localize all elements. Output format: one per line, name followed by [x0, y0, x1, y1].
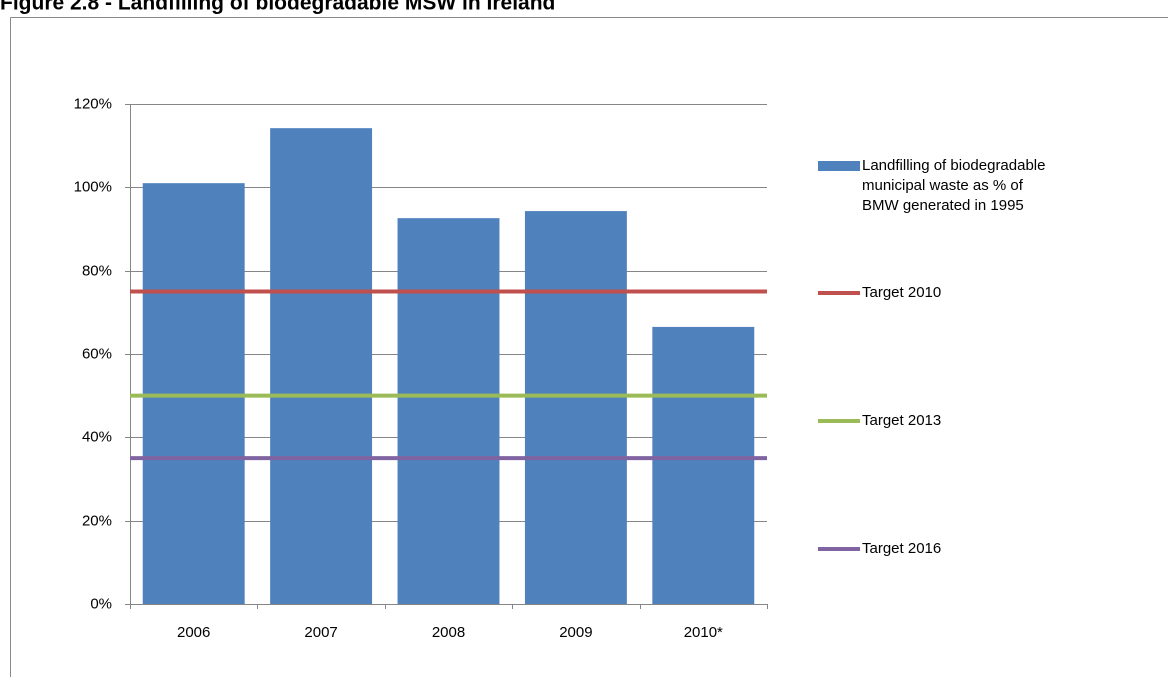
bar — [142, 183, 245, 604]
x-tick-label: 2008 — [432, 624, 465, 641]
x-tick-label: 2006 — [177, 624, 210, 641]
bar — [524, 211, 627, 605]
y-tick-label: 0% — [90, 595, 112, 612]
legend-label: Landfilling of biodegradable municipal w… — [862, 157, 1046, 214]
bar — [270, 128, 373, 604]
legend-label: Target 2010 — [862, 284, 942, 301]
bar — [652, 326, 755, 604]
y-tick-label: 120% — [74, 95, 112, 112]
y-tick-label: 40% — [82, 428, 112, 445]
x-tick-label: 2007 — [304, 624, 337, 641]
y-tick-label: 60% — [82, 345, 112, 362]
x-tick-label: 2009 — [559, 624, 592, 641]
y-tick-label: 20% — [82, 512, 112, 529]
y-tick-label: 100% — [74, 178, 112, 195]
y-tick-label: 80% — [82, 262, 112, 279]
legend-label: Target 2013 — [862, 412, 942, 429]
legend-label: Target 2016 — [862, 540, 942, 557]
bar — [397, 218, 500, 604]
legend-swatch — [818, 161, 860, 171]
chart-title: Figure 2.8 - Landfilling of biodegradabl… — [0, 0, 555, 15]
x-tick-label: 2010* — [684, 624, 723, 641]
